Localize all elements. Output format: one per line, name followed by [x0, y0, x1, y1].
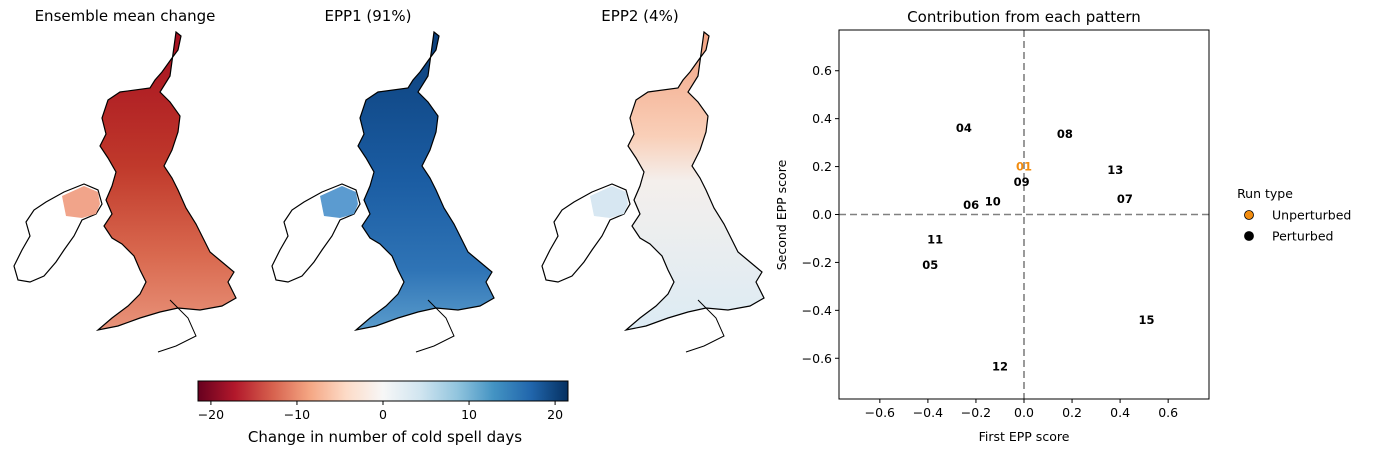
colorbar-gradient [197, 380, 569, 402]
colorbar-tick-label: 10 [461, 407, 477, 422]
chart-title: Contribution from each pattern [907, 8, 1141, 26]
x-tick-label: 0.4 [1110, 405, 1130, 420]
x-tick-label: 0.6 [1158, 405, 1178, 420]
great-britain-shape [95, 30, 237, 332]
x-tick-label: −0.6 [865, 405, 895, 420]
plot-frame [838, 29, 1210, 400]
y-tick-label: 0.0 [812, 207, 832, 222]
run-point-label: 05 [922, 258, 938, 272]
y-tick-label: 0.4 [812, 111, 832, 126]
great-britain-shape [353, 30, 495, 332]
run-point-label: 11 [927, 233, 943, 247]
northern-ireland-fill [320, 186, 358, 218]
y-axis-label: Second EPP score [774, 159, 789, 270]
x-tick-label: −0.4 [913, 405, 943, 420]
x-tick-label: 0.0 [1014, 405, 1034, 420]
run-point-label: 07 [1117, 192, 1133, 206]
scatter-chart: Contribution from each pattern −0.6 −0.4 −… [774, 8, 1351, 444]
map-title-epp1: EPP1 (91%) [324, 7, 412, 25]
y-tick-label: 0.2 [812, 159, 832, 174]
legend-title: Run type [1237, 186, 1293, 201]
x-axis-label: First EPP score [979, 429, 1070, 444]
map-ensemble-mean [13, 30, 237, 353]
legend: Run type Unperturbed Perturbed [1237, 186, 1351, 244]
run-point-label: 06 [963, 198, 979, 212]
colorbar-label: Change in number of cold spell days [247, 428, 523, 446]
great-britain-shape [623, 30, 765, 332]
y-tick-label: 0.6 [812, 63, 832, 78]
y-tick-label: −0.6 [802, 351, 832, 366]
colorbar-tick-label: −20 [198, 407, 224, 422]
maps-panel [13, 30, 765, 353]
x-tick-label: 0.2 [1062, 405, 1082, 420]
northern-ireland-fill [590, 186, 628, 218]
run-point-label: 12 [992, 360, 1008, 374]
legend-entry-label: Perturbed [1272, 229, 1333, 244]
map-title-epp2: EPP2 (4%) [601, 7, 679, 25]
run-point-label: 13 [1107, 163, 1123, 177]
y-tick-label: −0.2 [802, 255, 832, 270]
colorbar-tick-label: −10 [284, 407, 310, 422]
run-point-label: 01 [1016, 160, 1032, 174]
run-point-label: 10 [985, 194, 1001, 208]
run-point-label: 08 [1057, 127, 1073, 141]
legend-entry-label: Unperturbed [1272, 208, 1351, 223]
legend-marker [1244, 210, 1254, 220]
run-point-label: 09 [1014, 175, 1030, 189]
colorbar: −20 −10 0 10 20 [197, 380, 569, 422]
map-epp2 [541, 30, 765, 353]
colorbar-tick-label: 0 [379, 407, 387, 422]
y-tick-label: −0.4 [802, 303, 832, 318]
map-epp1 [271, 30, 495, 353]
colorbar-tick-label: 20 [547, 407, 563, 422]
run-point-label: 04 [956, 121, 972, 135]
x-tick-label: −0.2 [961, 405, 991, 420]
legend-marker [1244, 231, 1254, 241]
map-title-ensemble-mean: Ensemble mean change [34, 7, 216, 25]
run-point-label: 15 [1139, 313, 1155, 327]
northern-ireland-fill [62, 186, 100, 218]
